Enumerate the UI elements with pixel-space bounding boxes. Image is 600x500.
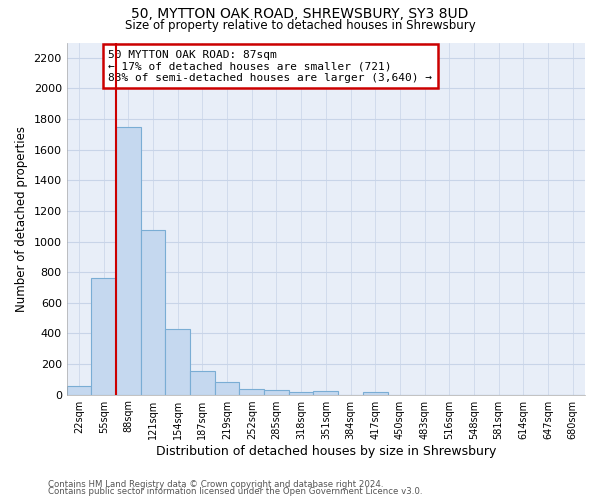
- Bar: [190, 371, 215, 394]
- Text: 50 MYTTON OAK ROAD: 87sqm
← 17% of detached houses are smaller (721)
83% of semi: 50 MYTTON OAK ROAD: 87sqm ← 17% of detac…: [108, 50, 432, 82]
- Bar: [313, 391, 338, 394]
- Bar: [264, 390, 289, 394]
- X-axis label: Distribution of detached houses by size in Shrewsbury: Distribution of detached houses by size …: [155, 444, 496, 458]
- Bar: [215, 382, 239, 394]
- Bar: [363, 392, 388, 394]
- Bar: [116, 126, 141, 394]
- Bar: [67, 386, 91, 394]
- Bar: [289, 392, 313, 394]
- Bar: [141, 230, 166, 394]
- Text: Contains HM Land Registry data © Crown copyright and database right 2024.: Contains HM Land Registry data © Crown c…: [48, 480, 383, 489]
- Text: Contains public sector information licensed under the Open Government Licence v3: Contains public sector information licen…: [48, 487, 422, 496]
- Bar: [239, 389, 264, 394]
- Bar: [91, 278, 116, 394]
- Y-axis label: Number of detached properties: Number of detached properties: [15, 126, 28, 312]
- Text: Size of property relative to detached houses in Shrewsbury: Size of property relative to detached ho…: [125, 18, 475, 32]
- Bar: [166, 329, 190, 394]
- Text: 50, MYTTON OAK ROAD, SHREWSBURY, SY3 8UD: 50, MYTTON OAK ROAD, SHREWSBURY, SY3 8UD: [131, 8, 469, 22]
